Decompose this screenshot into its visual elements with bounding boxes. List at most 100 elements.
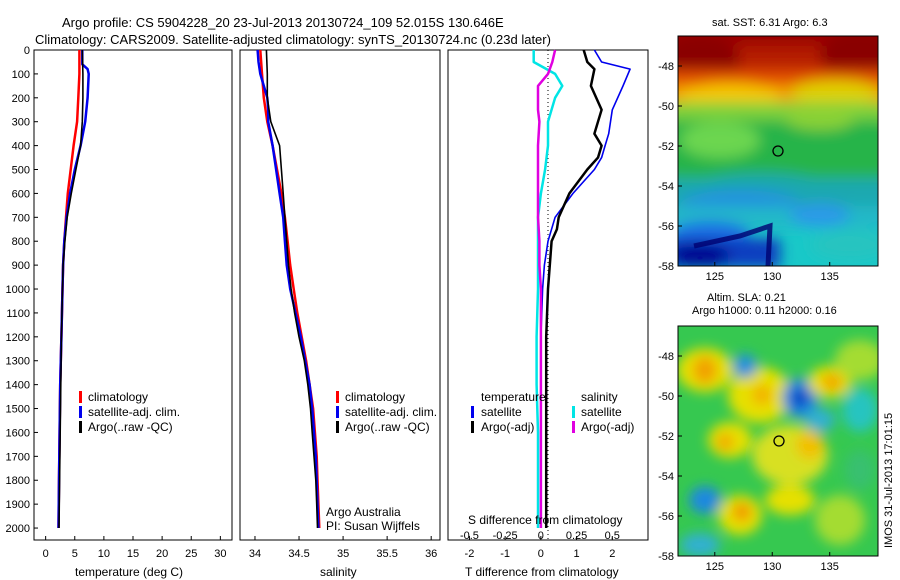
sla-map-panel: Altim. SLA: 0.21 Argo h1000: 0.11 h2000:… <box>658 292 879 573</box>
x-tick-label: 10 <box>98 548 110 560</box>
legend-label-climatology: climatology <box>345 390 405 404</box>
salinity-axes-box <box>239 49 441 541</box>
series-line-temperature-satellite <box>540 49 631 528</box>
temperature-legend: climatology satellite-adj. clim. Argo(..… <box>79 390 180 434</box>
lat-tick-label: -48 <box>658 351 674 363</box>
depth-tick-label: 400 <box>12 141 30 153</box>
legend-label-s-satellite: satellite <box>581 405 622 419</box>
figure-title-line2: Climatology: CARS2009. Satellite-adjuste… <box>35 32 551 47</box>
lat-tick-label: -56 <box>658 221 674 233</box>
x-tick-label: 15 <box>127 548 139 560</box>
series-line-temperature-argo-adj- <box>544 49 603 528</box>
depth-tick-label: 900 <box>12 260 30 272</box>
temperature-panel: 0100200300400500600700800900100011001200… <box>6 45 233 579</box>
lat-tick-label: -52 <box>658 141 674 153</box>
depth-tick-label: 1200 <box>6 332 30 344</box>
lat-tick-label: -56 <box>658 511 674 523</box>
legend-swatch-s-satellite <box>572 406 575 418</box>
series-line-salinity-argo-adj- <box>536 49 557 528</box>
legend-swatch-argo <box>336 421 339 433</box>
lon-tick-label: 125 <box>706 271 724 283</box>
depth-tick-label: 1900 <box>6 499 30 511</box>
figure-title-line1: Argo profile: CS 5904228_20 23-Jul-2013 … <box>62 15 504 30</box>
lon-tick-label: 125 <box>706 561 724 573</box>
x-tick-label: -1 <box>500 548 510 560</box>
legend-swatch-t-argo <box>471 421 474 433</box>
lat-tick-label: -58 <box>658 551 674 563</box>
x-tick-label: 20 <box>156 548 168 560</box>
s-tick-label: 0.25 <box>566 530 587 542</box>
depth-tick-label: 1500 <box>6 404 30 416</box>
x-tick-label: 30 <box>214 548 226 560</box>
argo-location-marker <box>772 145 784 157</box>
depth-tick-label: 0 <box>24 45 30 57</box>
depth-tick-label: 1300 <box>6 356 30 368</box>
legend-head-salinity: salinity <box>581 390 618 404</box>
depth-tick-label: 1000 <box>6 284 30 296</box>
sst-map-field <box>678 36 878 266</box>
lat-tick-label: -58 <box>658 261 674 273</box>
sst-map-title: sat. SST: 6.31 Argo: 6.3 <box>712 17 828 29</box>
series-line-argo-raw-qc- <box>265 49 319 529</box>
lon-tick-label: 130 <box>763 561 781 573</box>
legend-label-satellite-adj: satellite-adj. clim. <box>88 405 180 419</box>
legend-label-satellite-adj: satellite-adj. clim. <box>345 405 437 419</box>
legend-swatch-s-argo <box>572 421 575 433</box>
depth-tick-labels: 0 100 200 300 400 500 600 700 800 900 1000 1100 1200… <box>6 45 38 535</box>
imos-timestamp: IMOS 31-Jul-2013 17:01:15 <box>883 413 895 548</box>
salinity-x-label: salinity <box>320 565 357 579</box>
x-tick-label: -2 <box>465 548 475 560</box>
difference-x-ticks: -2 -1 0 1 2 -0.5 -0.25 0 0.25 0.5 <box>460 530 620 560</box>
series-line-salinity-satellite <box>532 50 564 528</box>
depth-tick-label: 1800 <box>6 475 30 487</box>
sst-map-lon-ticks: 125 130 135 <box>706 262 839 283</box>
legend-label-t-argo: Argo(-adj) <box>481 420 534 434</box>
legend-label-argo: Argo(..raw -QC) <box>345 420 430 434</box>
depth-tick-label: 1400 <box>6 380 30 392</box>
x-tick-label: 34 <box>249 548 261 560</box>
s-tick-label: 0.5 <box>605 530 620 542</box>
lat-tick-label: -48 <box>658 61 674 73</box>
lat-tick-label: -50 <box>658 391 674 403</box>
temperature-axes-box <box>33 49 233 541</box>
x-tick-label: 1 <box>574 548 580 560</box>
depth-tick-label: 700 <box>12 212 30 224</box>
legend-swatch-argo <box>79 421 82 433</box>
s-difference-label: S difference from climatology <box>468 513 623 527</box>
lat-tick-label: -54 <box>658 181 674 193</box>
lat-tick-label: -50 <box>658 101 674 113</box>
sst-map-panel: sat. SST: 6.31 Argo: 6.3 <box>658 17 879 283</box>
depth-tick-label: 300 <box>12 117 30 129</box>
x-tick-label: 36 <box>425 548 437 560</box>
x-tick-label: 5 <box>72 548 78 560</box>
sla-map-frame <box>677 325 879 557</box>
depth-tick-label: 200 <box>12 93 30 105</box>
sla-map-title: Altim. SLA: 0.21 <box>707 292 786 304</box>
x-tick-label: 0 <box>43 548 49 560</box>
x-tick-label: 0 <box>538 548 544 560</box>
institution-note: Argo Australia <box>326 505 401 519</box>
depth-tick-label: 1600 <box>6 427 30 439</box>
x-tick-label: 25 <box>185 548 197 560</box>
depth-tick-label: 800 <box>12 236 30 248</box>
sla-map-subtitle: Argo h1000: 0.11 h2000: 0.16 <box>692 305 837 317</box>
difference-legend: temperature salinity satellite Argo(-adj… <box>471 390 634 434</box>
legend-swatch-climatology <box>336 391 339 403</box>
difference-lines <box>532 49 631 528</box>
x-tick-label: 35.5 <box>376 548 397 560</box>
depth-tick-label: 100 <box>12 69 30 81</box>
depth-tick-label: 600 <box>12 188 30 200</box>
s-tick-label: -0.5 <box>460 530 479 542</box>
legend-head-temperature: temperature <box>481 390 546 404</box>
sla-map-field <box>678 326 878 556</box>
salinity-x-ticks: 34 34.5 35 35.5 36 <box>249 536 437 560</box>
legend-label-s-argo: Argo(-adj) <box>581 420 634 434</box>
series-line-argo-raw-qc- <box>58 49 84 529</box>
argo-location-marker <box>773 435 785 447</box>
temperature-x-ticks: 0 5 10 15 20 25 30 <box>43 536 226 560</box>
legend-label-t-satellite: satellite <box>481 405 522 419</box>
legend-label-argo: Argo(..raw -QC) <box>88 420 173 434</box>
pi-note: PI: Susan Wijffels <box>326 519 420 533</box>
salinity-lines <box>256 49 321 529</box>
